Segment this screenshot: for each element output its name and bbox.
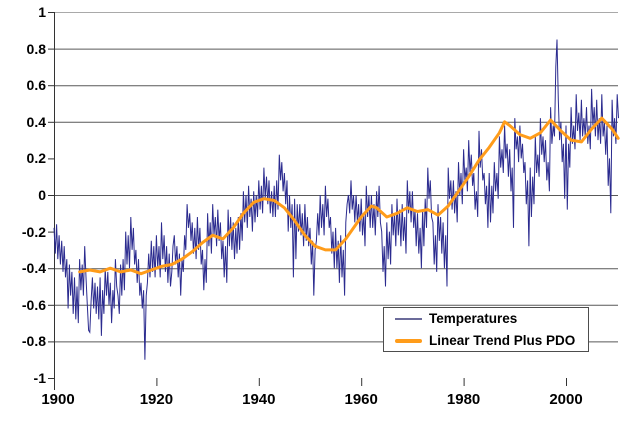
legend: Temperatures Linear Trend Plus PDO [383, 307, 589, 352]
x-tick-label: 1920 [139, 391, 174, 408]
legend-label-trend: Linear Trend Plus PDO [429, 333, 576, 348]
x-tick-label: 1980 [446, 391, 481, 408]
y-tick-label: 0.2 [26, 150, 46, 167]
y-tick-label: 0.4 [26, 113, 46, 130]
y-tick-label: 0.6 [26, 77, 46, 94]
legend-entry-trend: Linear Trend Plus PDO [395, 332, 588, 350]
y-tick-label: 0 [38, 187, 46, 203]
x-tick-label: 2000 [549, 391, 583, 408]
temperatures-line-sample [395, 317, 422, 320]
x-tick-label: 1900 [41, 391, 75, 408]
y-tick-label: -0.4 [21, 260, 46, 277]
legend-entry-temperatures: Temperatures [395, 310, 588, 328]
y-tick-label: -1 [33, 370, 46, 386]
y-tick-label: -0.2 [21, 223, 46, 240]
trend-series-line [78, 116, 620, 276]
legend-label-temperatures: Temperatures [429, 311, 518, 326]
y-tick-label: 0.8 [26, 40, 46, 57]
y-tick-label: 1 [38, 4, 46, 20]
trend-line-sample [395, 338, 422, 343]
x-tick-label: 1940 [242, 391, 276, 408]
x-tick-label: 1960 [344, 391, 378, 408]
y-tick-label: -0.8 [21, 333, 46, 350]
y-tick-label: -0.6 [21, 296, 46, 313]
